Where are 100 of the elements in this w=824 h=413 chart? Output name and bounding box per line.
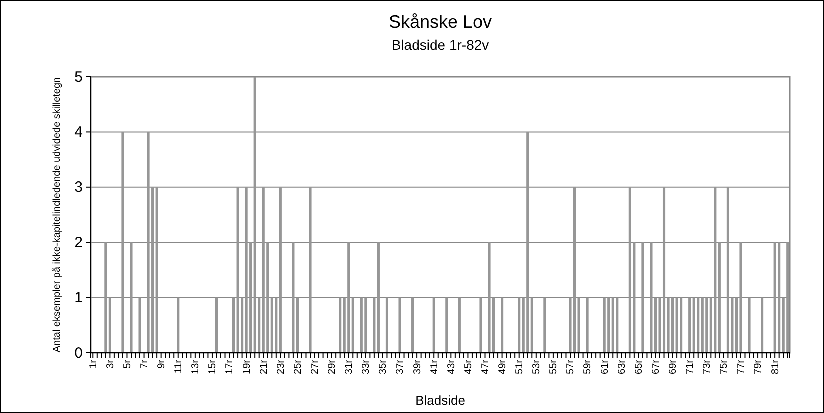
bar — [688, 298, 692, 353]
x-tick-label: 49r — [498, 359, 508, 374]
x-tick-label: 25r — [292, 359, 304, 374]
bar — [130, 242, 133, 353]
bar — [530, 298, 534, 353]
bar — [398, 298, 402, 353]
x-axis-title: Bladside — [416, 393, 466, 408]
x-tick-label: 63r — [616, 359, 628, 374]
bar — [122, 132, 124, 353]
bar — [612, 298, 614, 353]
bar — [236, 187, 240, 353]
x-tick-label: 27r — [310, 359, 321, 374]
bar — [412, 298, 414, 353]
bar — [573, 187, 576, 353]
bar — [275, 298, 278, 353]
bar — [774, 242, 776, 353]
x-tick-label: 9r — [156, 359, 168, 369]
x-tick-label: 39r — [412, 359, 424, 374]
bar — [446, 298, 448, 353]
x-tick-label: 51r — [514, 359, 526, 374]
x-tick-label: 59r — [582, 359, 594, 374]
x-tick-label: 45r — [463, 359, 474, 374]
x-tick-label: 23r — [276, 359, 287, 374]
bar — [518, 298, 521, 353]
bar — [296, 298, 299, 353]
x-tick-label: 17r — [224, 359, 236, 374]
x-tick-label: 29r — [327, 359, 338, 374]
bar — [279, 187, 282, 353]
bar — [778, 242, 781, 353]
bar — [215, 298, 218, 353]
x-tick-label: 79r — [753, 359, 764, 374]
bar — [373, 298, 376, 353]
bar — [309, 187, 312, 353]
x-tick-label: 77r — [736, 359, 748, 374]
bar — [786, 242, 790, 353]
bar — [147, 132, 150, 353]
bar — [348, 242, 350, 353]
bar — [603, 298, 606, 353]
x-tick-label: 47r — [480, 359, 492, 374]
bar — [488, 242, 491, 353]
bar — [292, 242, 295, 353]
x-tick-label: 37r — [395, 359, 406, 374]
bar — [104, 242, 108, 353]
bar — [501, 298, 504, 353]
y-tick-label: 4 — [74, 124, 83, 141]
bar — [526, 132, 530, 353]
bar — [586, 298, 589, 353]
y-tick-label: 0 — [74, 344, 83, 362]
y-tick-label: 5 — [74, 68, 83, 86]
x-tick-label: 73r — [702, 359, 714, 374]
x-tick-label: 71r — [685, 359, 696, 374]
bar — [364, 298, 368, 353]
bar — [662, 187, 666, 353]
y-tick-label: 3 — [74, 179, 83, 196]
bar — [544, 298, 546, 353]
x-tick-label: 33r — [361, 359, 372, 374]
chart-title: Skånske Lov — [388, 12, 492, 32]
bar — [748, 298, 751, 353]
bar — [232, 298, 236, 353]
x-tick-label: 41r — [429, 359, 440, 374]
bar — [628, 187, 632, 353]
bar — [352, 298, 354, 353]
bar — [701, 298, 704, 353]
x-tick-label: 5r — [122, 359, 134, 369]
bar — [726, 187, 730, 353]
bar — [697, 298, 700, 353]
x-tick-label: 7r — [139, 359, 150, 369]
bar — [377, 242, 380, 353]
bar — [718, 242, 721, 353]
bar — [761, 298, 764, 353]
bar — [680, 298, 683, 353]
x-tick-label: 13r — [190, 359, 202, 374]
bar — [608, 298, 610, 353]
bar — [177, 298, 180, 353]
bar — [692, 298, 696, 353]
x-tick-label: 21r — [258, 359, 270, 374]
bar — [339, 298, 342, 353]
bar — [262, 187, 265, 353]
y-tick-label: 1 — [74, 290, 83, 307]
bar — [740, 242, 742, 353]
bar — [254, 77, 256, 353]
x-tick-label: 65r — [634, 359, 645, 374]
x-tick-label: 53r — [532, 359, 543, 374]
x-tick-label: 61r — [600, 359, 611, 374]
x-tick-label: 69r — [668, 359, 679, 374]
bar — [480, 298, 482, 353]
bar — [386, 298, 388, 353]
bar — [676, 298, 678, 353]
bar — [156, 187, 158, 353]
x-tick-label: 1r — [88, 359, 100, 369]
bar — [642, 242, 644, 353]
bar — [432, 298, 436, 353]
x-tick-label: 81r — [770, 359, 782, 374]
y-tick-label: 2 — [74, 234, 83, 252]
x-tick-label: 35r — [378, 359, 390, 374]
bar — [360, 298, 363, 353]
bar — [245, 187, 248, 353]
bar — [138, 298, 142, 353]
x-tick-label: 31r — [344, 359, 356, 374]
bar — [714, 187, 717, 353]
